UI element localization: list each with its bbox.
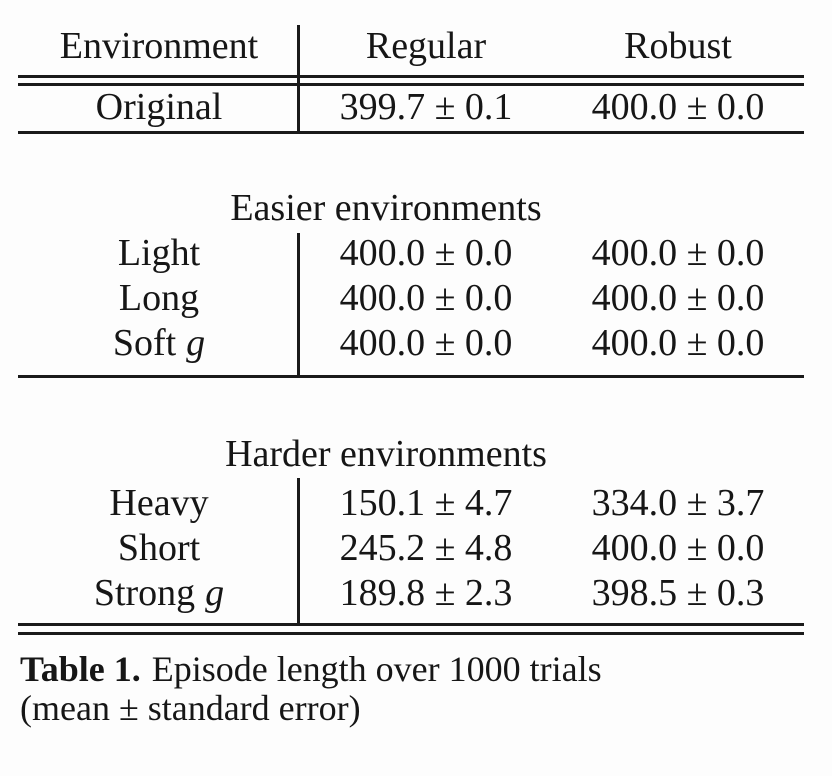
regular-value: 400.0 ± 0.0 (339, 231, 513, 274)
section-heading-harder: Harder environments (225, 433, 547, 475)
env-cell: Light (18, 231, 300, 275)
env-label: Light (117, 231, 201, 274)
env-cell: Original (18, 85, 300, 129)
table-caption: Table 1. Episode length over 1000 trials … (20, 650, 800, 728)
env-cell: Strong g (18, 571, 300, 615)
env-label: Strong (93, 571, 196, 614)
caption-text: Episode length over 1000 trials (151, 649, 602, 689)
regular-value: 189.8 ± 2.3 (339, 571, 513, 614)
column-divider-section3 (297, 478, 300, 623)
env-label: Soft (112, 321, 177, 364)
robust-value: 334.0 ± 3.7 (591, 481, 765, 524)
table-row-light: Light 400.0 ± 0.0 400.0 ± 0.0 (18, 230, 804, 275)
robust-value: 398.5 ± 0.3 (591, 571, 765, 614)
column-header-environment: Environment (59, 25, 259, 67)
env-cell: Long (18, 276, 300, 320)
double-rule-bottom-line (18, 83, 804, 86)
env-math-symbol: g (186, 321, 206, 364)
robust-value: 400.0 ± 0.0 (591, 526, 765, 569)
env-math-symbol: g (205, 571, 225, 614)
robust-value: 400.0 ± 0.0 (591, 231, 765, 274)
table-row-soft-g: Soft g 400.0 ± 0.0 400.0 ± 0.0 (18, 320, 804, 365)
env-label: Short (117, 526, 201, 569)
column-header-regular: Regular (365, 25, 487, 67)
regular-value: 150.1 ± 4.7 (339, 481, 513, 524)
table-row-strong-g: Strong g 189.8 ± 2.3 398.5 ± 0.3 (18, 570, 804, 615)
section2-bottom-rule (18, 375, 804, 378)
env-cell: Short (18, 526, 300, 570)
section1-bottom-rule (18, 131, 804, 134)
regular-value: 245.2 ± 4.8 (339, 526, 513, 569)
column-divider-section2 (297, 233, 300, 375)
table-row-long: Long 400.0 ± 0.0 400.0 ± 0.0 (18, 275, 804, 320)
column-header-robust: Robust (624, 25, 732, 67)
table-row-heavy: Heavy 150.1 ± 4.7 334.0 ± 3.7 (18, 480, 804, 525)
table-row-short: Short 245.2 ± 4.8 400.0 ± 0.0 (18, 525, 804, 570)
regular-value: 399.7 ± 0.1 (339, 86, 513, 128)
caption-label: Table 1. (20, 649, 141, 689)
robust-value: 400.0 ± 0.0 (591, 321, 765, 364)
table-row-original: Original 399.7 ± 0.1 400.0 ± 0.0 (18, 84, 804, 130)
column-divider-section1 (297, 25, 300, 131)
env-cell: Soft g (18, 321, 300, 365)
regular-value: 400.0 ± 0.0 (339, 276, 513, 319)
env-label: Long (118, 276, 200, 319)
robust-value: 400.0 ± 0.0 (591, 86, 765, 128)
bottom-double-rule-bottom-line (18, 632, 804, 635)
table-header-row: Environment Regular Robust (18, 22, 804, 70)
robust-value: 400.0 ± 0.0 (591, 276, 765, 319)
regular-value: 400.0 ± 0.0 (339, 321, 513, 364)
caption-line-2: (mean ± standard error) (20, 688, 361, 728)
env-label: Original (95, 86, 223, 128)
env-label: Heavy (109, 481, 209, 524)
env-cell: Heavy (18, 481, 300, 525)
section-heading-easier: Easier environments (230, 187, 542, 229)
caption-line-1: Table 1. Episode length over 1000 trials (20, 650, 800, 689)
bottom-double-rule-top-line (18, 623, 804, 626)
double-rule-top-line (18, 75, 804, 78)
